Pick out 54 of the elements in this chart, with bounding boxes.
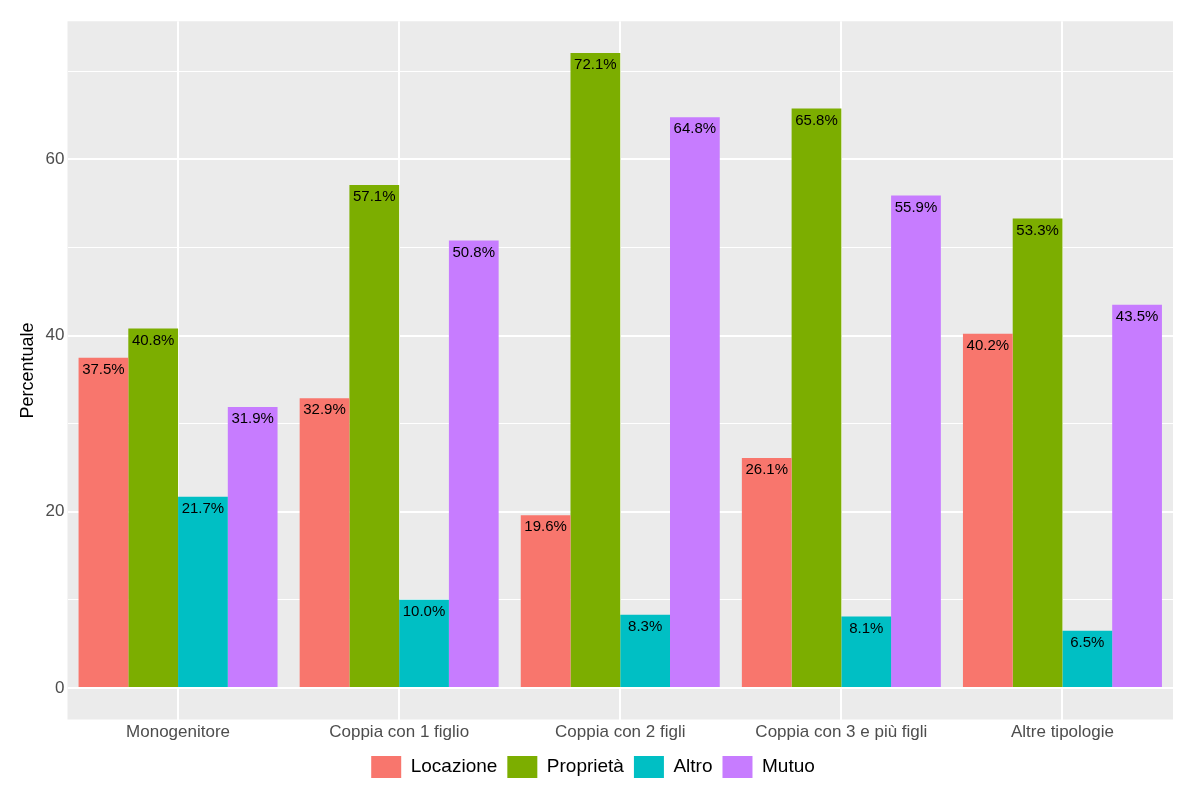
- data-label: 21.7%: [181, 498, 225, 516]
- bar: [670, 117, 720, 687]
- bar: [841, 616, 892, 687]
- x-tick-label: Monogenitore: [126, 722, 231, 742]
- data-label: 43.5%: [1115, 306, 1159, 324]
- data-label: 50.8%: [452, 242, 496, 260]
- data-label: 26.1%: [745, 460, 789, 478]
- legend-label: Proprietà: [546, 755, 625, 777]
- bar: [128, 328, 179, 687]
- data-label: 32.9%: [303, 400, 346, 418]
- data-label: 57.1%: [353, 187, 396, 205]
- bar: [620, 614, 670, 687]
- x-tick-label: Altre tipologie: [1010, 722, 1114, 742]
- data-label: 53.3%: [1016, 220, 1059, 238]
- bar: [570, 52, 621, 687]
- bar: [962, 333, 1013, 687]
- x-tick-label: Coppia con 2 figli: [555, 722, 686, 742]
- bar: [299, 398, 350, 687]
- bar: [1062, 630, 1113, 687]
- bar: [349, 185, 400, 687]
- legend-label: Locazione: [410, 755, 498, 777]
- bar: [448, 240, 499, 687]
- bar: [1012, 218, 1063, 687]
- y-tick-label: 0: [55, 677, 65, 697]
- data-label: 10.0%: [402, 601, 446, 619]
- data-label: 40.2%: [966, 335, 1010, 353]
- bar: [178, 496, 228, 687]
- bar: [741, 458, 792, 687]
- data-label: 55.9%: [894, 197, 938, 215]
- bar: [399, 599, 449, 687]
- y-tick-label: 20: [45, 501, 65, 521]
- y-tick-label: 60: [45, 149, 65, 169]
- bar: [520, 515, 571, 687]
- x-tick-label: Coppia con 1 figlio: [329, 722, 470, 742]
- bar: [78, 357, 129, 687]
- bar: [791, 108, 842, 687]
- data-label: 6.5%: [1070, 632, 1105, 650]
- bar: [227, 406, 278, 687]
- data-label: 64.8%: [673, 119, 717, 137]
- x-tick-label: Coppia con 3 e più figli: [755, 722, 928, 742]
- data-label: 8.3%: [628, 616, 663, 634]
- bar: [891, 195, 941, 687]
- data-label: 37.5%: [82, 359, 125, 377]
- legend-label: Mutuo: [761, 755, 815, 777]
- data-label: 19.6%: [524, 517, 567, 535]
- data-label: 72.1%: [574, 55, 617, 73]
- data-label: 40.8%: [131, 330, 175, 348]
- legend-label: Altro: [673, 755, 713, 777]
- data-label: 31.9%: [231, 409, 274, 427]
- data-label: 8.1%: [849, 618, 884, 636]
- data-label: 65.8%: [795, 110, 838, 128]
- y-axis-title: Percentuale: [16, 322, 37, 419]
- bar: [1112, 304, 1162, 687]
- y-tick-label: 40: [45, 325, 65, 345]
